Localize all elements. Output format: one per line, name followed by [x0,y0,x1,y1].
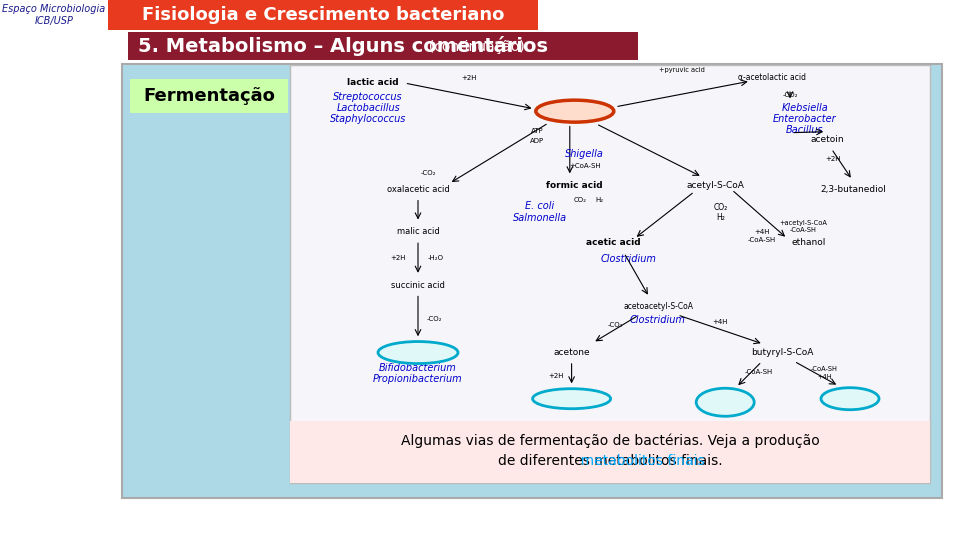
Text: H₂: H₂ [596,197,604,202]
Text: pyruvic acid: pyruvic acid [541,106,609,116]
Text: ADP: ADP [530,138,544,144]
Text: Klebsiella: Klebsiella [781,103,828,113]
Text: acetone: acetone [553,348,589,357]
Text: metabolitos finais: metabolitos finais [516,454,705,468]
Text: Shigella: Shigella [565,148,604,159]
Text: -CoA-SH: -CoA-SH [748,238,776,244]
Text: Streptococcus: Streptococcus [333,92,403,102]
Text: butyryl-S-CoA: butyryl-S-CoA [752,348,814,357]
Text: +acetyl-S-CoA: +acetyl-S-CoA [780,219,828,226]
Text: Propionibacterium: Propionibacterium [373,374,463,383]
Text: Clostridium: Clostridium [630,315,686,326]
Text: +2H: +2H [391,255,406,261]
Bar [290,65,930,483]
Ellipse shape [536,100,613,122]
Text: acetoin: acetoin [811,135,845,144]
Text: ATP: ATP [531,128,543,134]
Text: E. coli: E. coli [525,201,555,211]
Bar [130,79,288,113]
Text: de diferentes metabolitos finais.: de diferentes metabolitos finais. [497,454,722,468]
Text: 2,3-butanediol: 2,3-butanediol [820,185,886,194]
Text: propionic acid: propionic acid [386,348,450,357]
Ellipse shape [378,342,458,363]
Text: +2H: +2H [462,75,477,81]
Text: -CoA-SH: -CoA-SH [811,366,838,372]
Text: acetic acid: acetic acid [586,238,640,247]
Text: ethanol: ethanol [791,238,826,247]
Text: -CoA-SH: -CoA-SH [790,227,817,233]
Text: Lactobacillus: Lactobacillus [336,103,400,113]
Text: succinic acid: succinic acid [391,281,444,289]
Text: Bacillus: Bacillus [786,125,824,135]
Text: Salmonella: Salmonella [513,213,566,222]
Ellipse shape [696,388,755,416]
Text: -H₂O: -H₂O [428,255,444,261]
Bar [128,32,638,60]
Text: +pyruvic acid: +pyruvic acid [660,67,705,73]
Bar [290,421,930,483]
Text: H₂: H₂ [716,213,725,222]
Text: -CO₂: -CO₂ [608,322,623,328]
Text: Fermentação: Fermentação [143,87,275,105]
Text: CO₂: CO₂ [713,203,728,212]
Text: -CoA-SH: -CoA-SH [745,369,773,375]
Text: Espaço Microbiologia: Espaço Microbiologia [2,4,106,14]
Text: +2H: +2H [548,373,564,379]
Text: isopropanol: isopropanol [545,394,598,403]
Text: oxalacetic acid: oxalacetic acid [387,185,449,194]
Text: -CO₂: -CO₂ [426,316,442,322]
Text: +4H: +4H [755,230,770,235]
Text: acetyl-S-CoA: acetyl-S-CoA [686,181,745,190]
Text: butyric
acid: butyric acid [709,393,741,412]
Text: Bifidobacterium: Bifidobacterium [379,362,457,373]
Text: 5. Metabolismo – Alguns comentários: 5. Metabolismo – Alguns comentários [138,36,548,56]
Text: -CO₂: -CO₂ [782,92,798,98]
Text: Fisiologia e Crescimento bacteriano: Fisiologia e Crescimento bacteriano [142,6,504,24]
Text: ICB/USP: ICB/USP [35,16,73,26]
Text: -CO₂: -CO₂ [420,170,436,176]
Text: formic acid: formic acid [546,181,603,190]
Text: malic acid: malic acid [396,227,440,237]
Text: +2H: +2H [825,157,840,163]
Text: Enterobacter: Enterobacter [773,114,837,124]
Bar [122,64,942,498]
Text: Staphylococcus: Staphylococcus [330,114,406,124]
Text: Algumas vias de fermentação de bactérias. Veja a produção: Algumas vias de fermentação de bactérias… [400,434,820,448]
Ellipse shape [533,389,611,409]
Text: (continuação): (continuação) [420,40,525,54]
Text: +CoA-SH: +CoA-SH [569,163,601,168]
Ellipse shape [821,388,879,410]
Text: Clostridium: Clostridium [600,253,656,264]
Text: CO₂: CO₂ [573,197,587,202]
Text: +4H: +4H [817,374,831,380]
Text: butanol: butanol [832,394,867,403]
Text: α-acetolactic acid: α-acetolactic acid [738,73,806,82]
Text: acetoacetyl-S-CoA: acetoacetyl-S-CoA [623,302,693,311]
Text: lactic acid: lactic acid [348,78,399,87]
Bar [108,0,538,30]
Text: +4H: +4H [712,320,728,326]
